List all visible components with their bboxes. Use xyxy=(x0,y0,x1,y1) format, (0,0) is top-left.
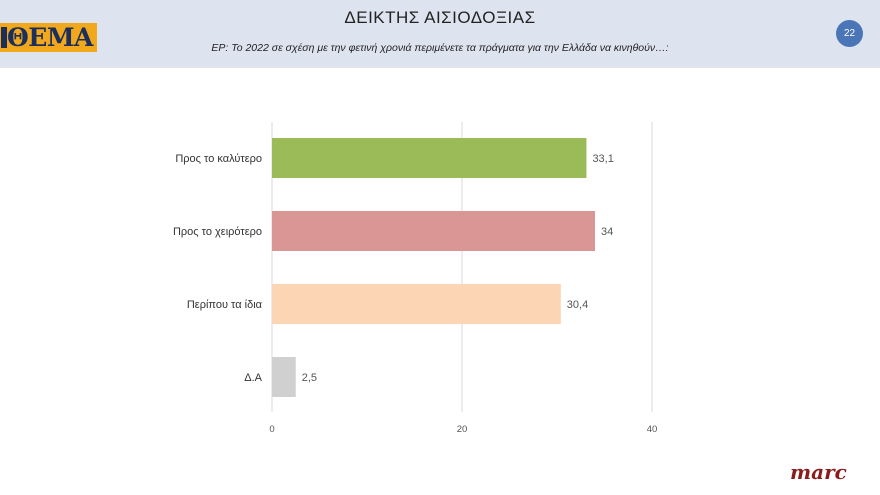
value-label: 33,1 xyxy=(592,153,613,165)
bar xyxy=(272,357,296,397)
x-tick-label: 20 xyxy=(457,424,468,435)
page-number-badge: 22 xyxy=(836,20,863,47)
bar xyxy=(272,138,587,178)
survey-question: ΕΡ: Το 2022 σε σχέση με την φετινή χρονι… xyxy=(211,42,669,54)
category-label: Δ.Α xyxy=(244,372,262,384)
value-label: 34 xyxy=(601,226,613,238)
x-tick-label: 0 xyxy=(269,424,274,435)
category-label: Περίπου τα ίδια xyxy=(187,299,263,311)
value-label: 30,4 xyxy=(567,299,588,311)
value-label: 2,5 xyxy=(302,372,317,384)
x-tick-label: 40 xyxy=(647,424,658,435)
category-label: Προς το χειρότερο xyxy=(173,226,262,238)
logo-side-strip xyxy=(1,27,7,48)
slide-title: ΔΕΙΚΤΗΣ ΑΙΣΙΟΔΟΞΙΑΣ xyxy=(344,8,536,27)
logo-text: ΘΕΜΑ xyxy=(7,23,93,52)
newspaper-logo: ΘΕΜΑ xyxy=(0,23,97,52)
marc-brand-logo: marc xyxy=(790,460,847,484)
bar xyxy=(272,211,595,251)
bar xyxy=(272,284,561,324)
header-bar: ΘΕΜΑ ΔΕΙΚΤΗΣ ΑΙΣΙΟΔΟΞΙΑΣ ΕΡ: Το 2022 σε … xyxy=(0,0,880,68)
category-label: Προς το καλύτερο xyxy=(175,153,262,165)
